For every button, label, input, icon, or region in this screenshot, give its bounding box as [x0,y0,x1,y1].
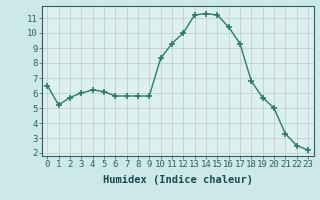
X-axis label: Humidex (Indice chaleur): Humidex (Indice chaleur) [103,175,252,185]
